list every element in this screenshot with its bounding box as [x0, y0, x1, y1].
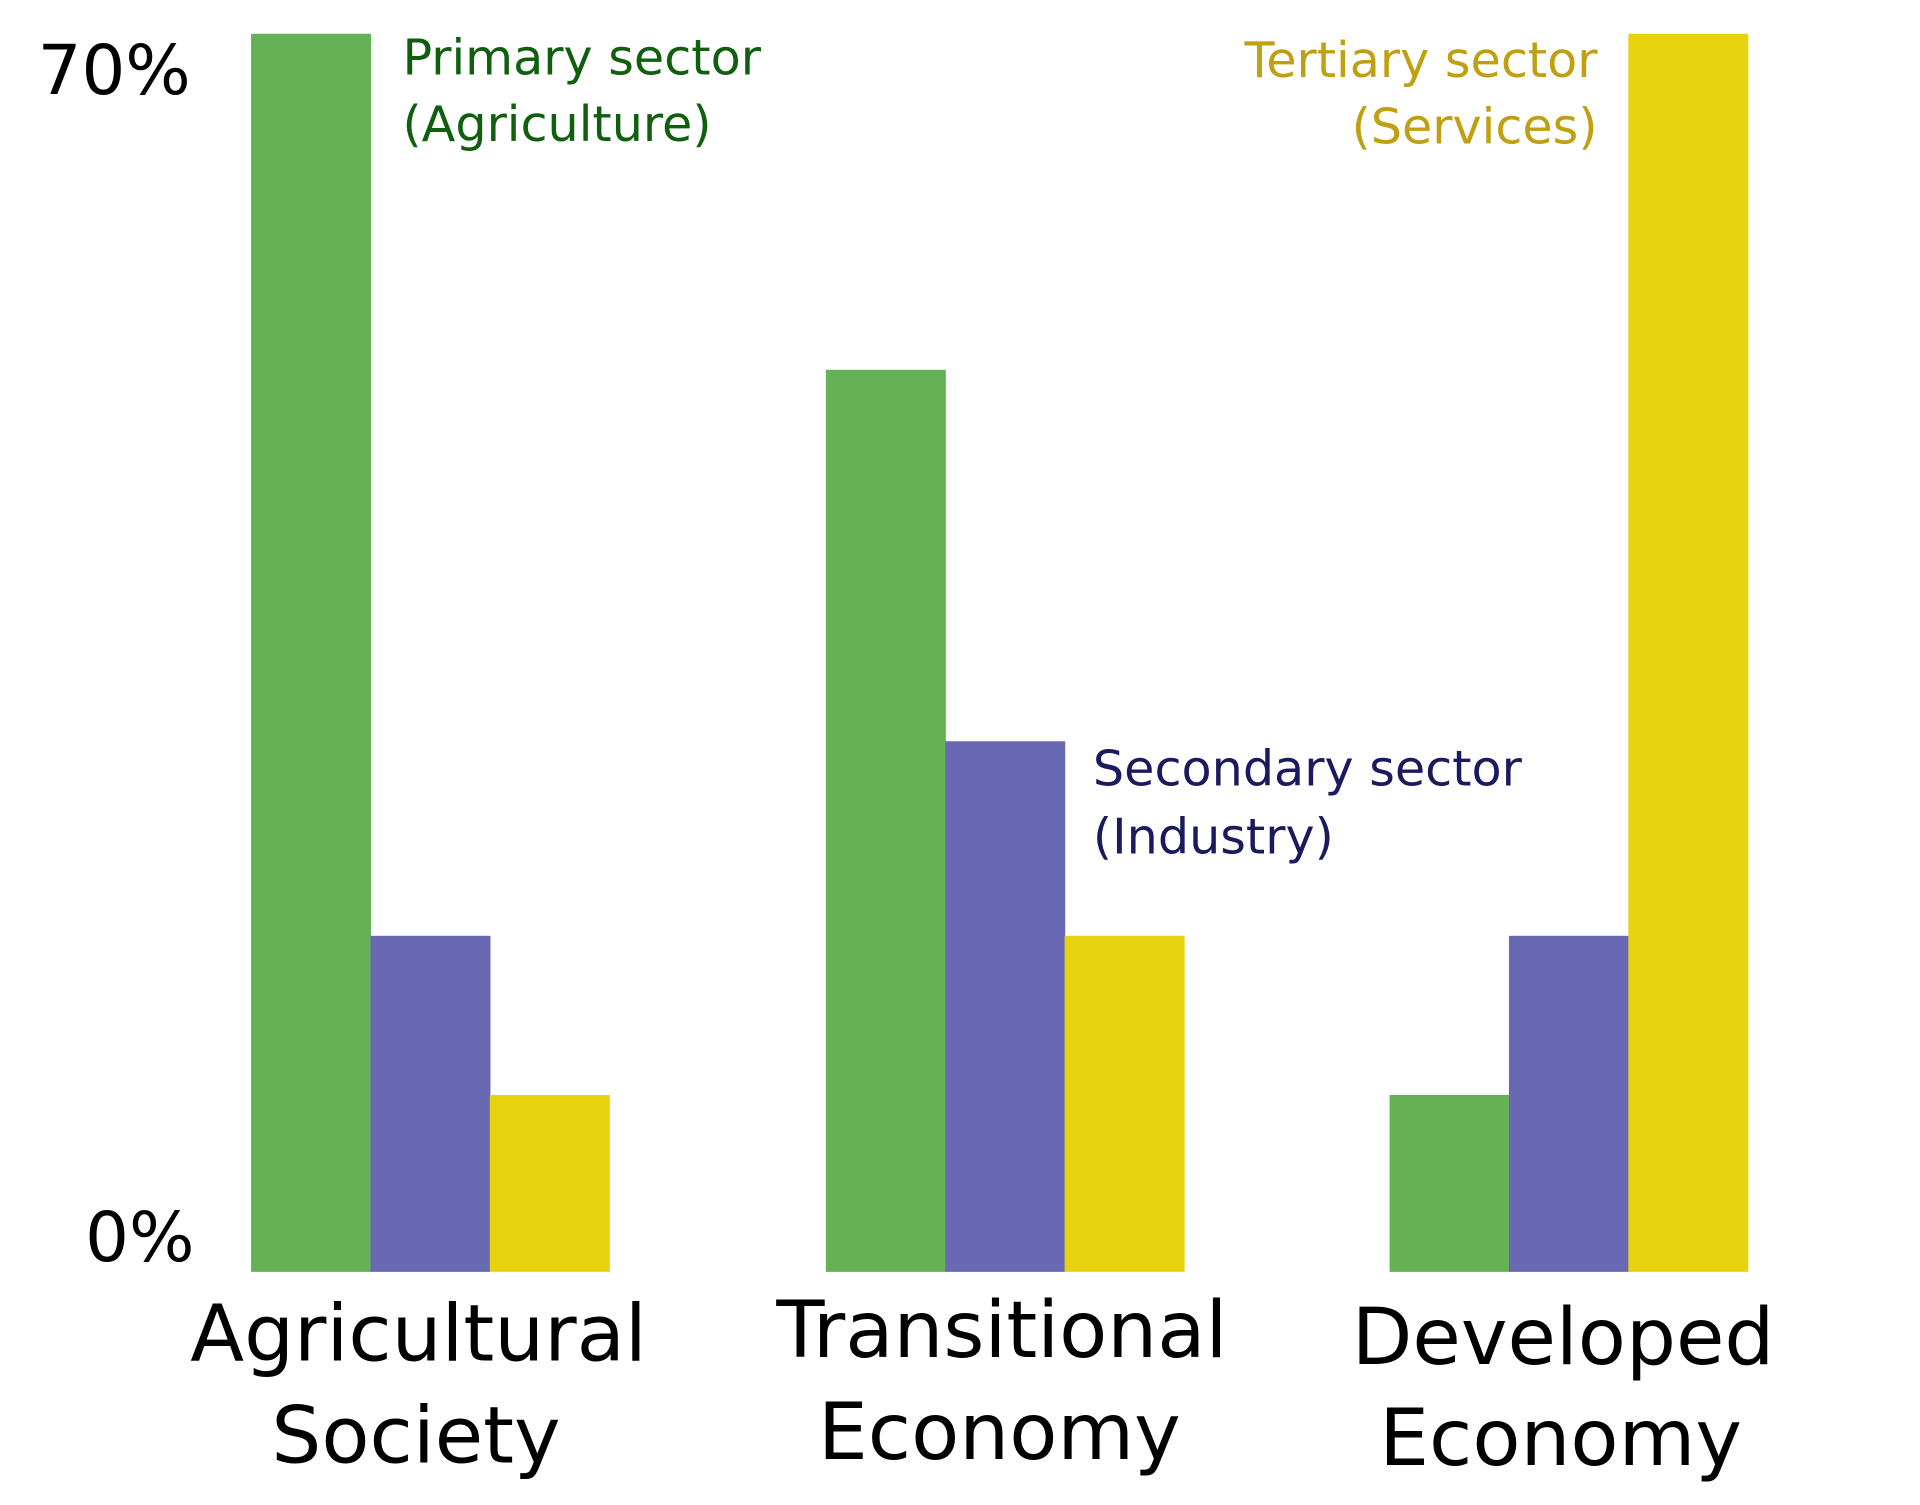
bar-developed-tertiary: [1628, 33, 1749, 1272]
bar-developed-primary: [1389, 1095, 1510, 1272]
category-label-developed-2: Economy: [1379, 1392, 1742, 1484]
legend-primary-sub: (Agriculture): [402, 95, 711, 153]
bar-transitional-primary: [825, 369, 946, 1272]
bars-group: [251, 33, 1749, 1272]
legend-primary-name: Primary sector: [402, 28, 761, 86]
bar-developed-secondary: [1508, 935, 1629, 1272]
y-tick-label-0: 0%: [85, 1198, 194, 1278]
legend-tertiary-sub: (Services): [1352, 97, 1598, 155]
category-label-transitional-1: Transitional: [775, 1284, 1227, 1376]
y-tick-label-70: 70%: [38, 31, 191, 111]
legend-tertiary-name: Tertiary sector: [1244, 31, 1599, 89]
category-label-transitional-2: Economy: [818, 1386, 1181, 1478]
category-label-agricultural-2: Society: [271, 1390, 560, 1482]
bar-agricultural-primary: [251, 33, 372, 1272]
bar-transitional-tertiary: [1064, 935, 1185, 1272]
category-label-developed-1: Developed: [1352, 1291, 1775, 1383]
bar-transitional-secondary: [945, 741, 1066, 1272]
legend-secondary-sub: (Industry): [1093, 807, 1334, 865]
category-label-agricultural-1: Agricultural: [190, 1287, 647, 1379]
bar-agricultural-tertiary: [489, 1095, 610, 1272]
legend-secondary-name: Secondary sector: [1093, 740, 1523, 798]
bar-agricultural-secondary: [370, 935, 491, 1272]
